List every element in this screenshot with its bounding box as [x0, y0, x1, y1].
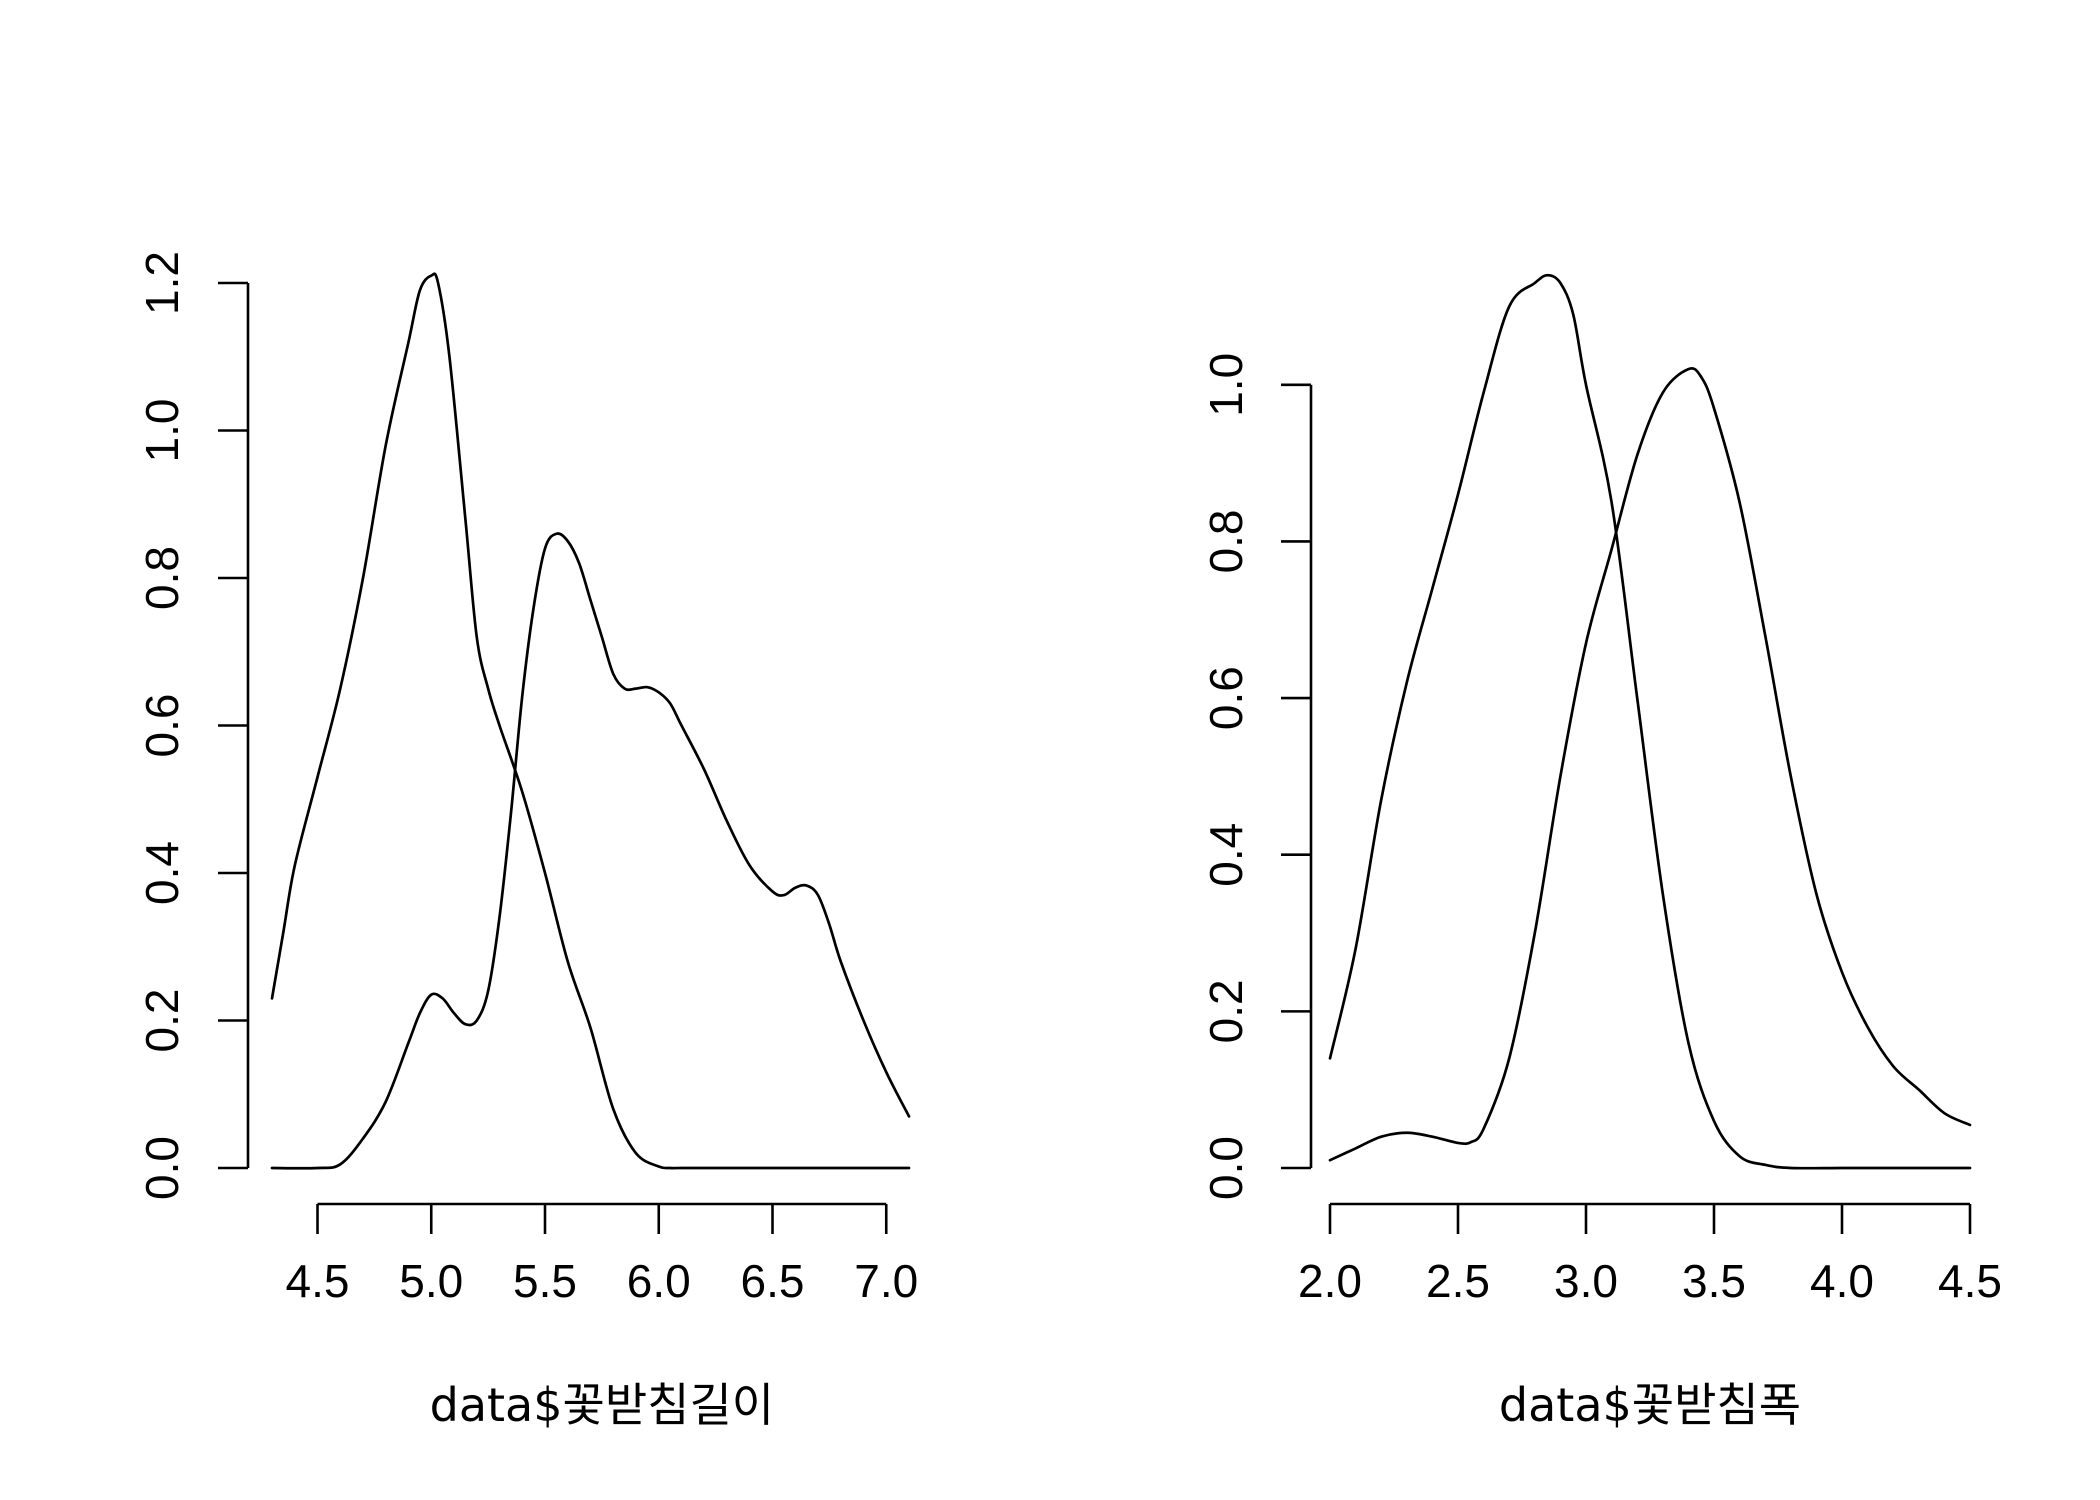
y-tick-label: 0.2 — [136, 989, 188, 1053]
y-tick-label: 1.0 — [136, 399, 188, 463]
y-tick-label: 0.4 — [1200, 823, 1252, 887]
y-tick-label: 0.6 — [1200, 666, 1252, 730]
chart-panel-sepal-width: 0.0 0.2 0.4 0.6 0.8 1.0 2.0 2.5 3.0 3.5 4.0 4.5 data… — [1200, 273, 2002, 1432]
density-curve-2 — [270, 532, 911, 1170]
y-tick-label: 0.4 — [136, 841, 188, 905]
y-tick-label: 0.0 — [1200, 1136, 1252, 1200]
y-tick-label: 0.2 — [1200, 979, 1252, 1043]
density-curve-1 — [1328, 273, 1972, 1170]
x-tick-label: 4.0 — [1810, 1255, 1874, 1307]
x-tick-label: 6.5 — [741, 1255, 805, 1307]
x-tick-label: 4.5 — [286, 1255, 350, 1307]
x-tick-label: 5.5 — [513, 1255, 577, 1307]
x-tick-label: 2.0 — [1298, 1255, 1362, 1307]
y-tick-label: 0.6 — [136, 694, 188, 758]
x-tick-label: 2.5 — [1426, 1255, 1490, 1307]
density-curve-2 — [1328, 367, 1972, 1162]
x-tick-label: 4.5 — [1938, 1255, 2002, 1307]
chart-panel-sepal-length: 0.0 0.2 0.4 0.6 0.8 1.0 1.2 4.5 5.0 5.5 6.0 6.5 7.0 d… — [136, 251, 918, 1432]
density-curve-1 — [270, 272, 911, 1170]
x-tick-label: 7.0 — [854, 1255, 918, 1307]
y-tick-label: 1.2 — [136, 251, 188, 315]
x-tick-label: 3.5 — [1682, 1255, 1746, 1307]
x-tick-label: 3.0 — [1554, 1255, 1618, 1307]
x-axis-title: data$꽃받침길이 — [430, 1378, 774, 1432]
x-axis-title: data$꽃받침폭 — [1499, 1378, 1801, 1432]
y-tick-label: 0.8 — [1200, 509, 1252, 573]
x-tick-label: 5.0 — [399, 1255, 463, 1307]
y-tick-label: 0.0 — [136, 1136, 188, 1200]
x-tick-label: 6.0 — [627, 1255, 691, 1307]
y-tick-label: 0.8 — [136, 546, 188, 610]
y-tick-label: 1.0 — [1200, 353, 1252, 417]
